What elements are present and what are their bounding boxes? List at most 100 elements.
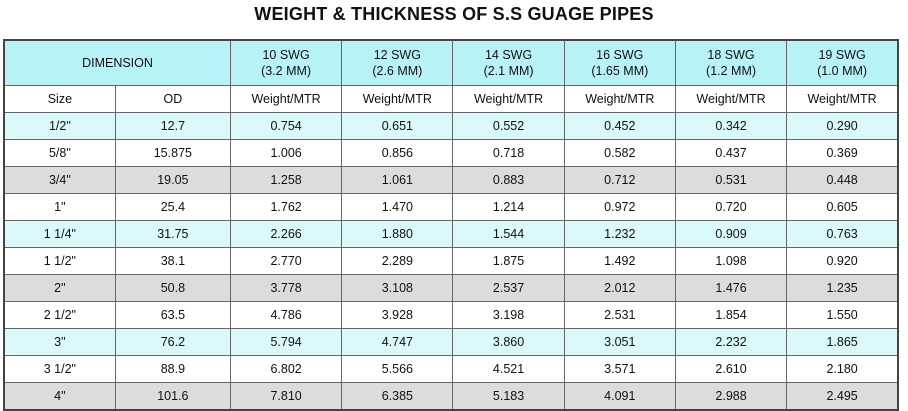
od-cell: 38.1 xyxy=(114,247,231,275)
size-cell: 1" xyxy=(3,193,116,221)
table-row: 1" 25.4 1.762 1.470 1.214 0.972 0.720 0.605 xyxy=(3,193,899,221)
gauge-mm: (1.2 MM) xyxy=(706,64,757,78)
weight-cell: 1.854 xyxy=(674,301,788,329)
weight-cell: 1.865 xyxy=(786,328,899,356)
weight-cell: 1.235 xyxy=(786,274,899,302)
weight-cell: 1.544 xyxy=(452,220,565,248)
weight-cell: 2.266 xyxy=(229,220,343,248)
weight-cell: 0.437 xyxy=(674,139,788,167)
weight-cell: 4.747 xyxy=(341,328,454,356)
weight-cell: 3.051 xyxy=(563,328,676,356)
od-cell: 12.7 xyxy=(114,112,231,140)
weight-cell: 1.232 xyxy=(563,220,676,248)
weight-cell: 3.198 xyxy=(452,301,565,329)
weight-cell: 0.763 xyxy=(786,220,899,248)
od-cell: 88.9 xyxy=(114,355,231,383)
weight-cell: 5.566 xyxy=(341,355,454,383)
weight-header: Weight/MTR xyxy=(341,85,454,113)
gauge-swg: 18 SWG xyxy=(707,48,755,62)
weight-cell: 3.860 xyxy=(452,328,565,356)
weight-cell: 0.369 xyxy=(786,139,899,167)
weight-cell: 0.605 xyxy=(786,193,899,221)
table-row: 3 1/2" 88.9 6.802 5.566 4.521 3.571 2.610 2.180 xyxy=(3,355,899,383)
table-row: 2" 50.8 3.778 3.108 2.537 2.012 1.476 1.235 xyxy=(3,274,899,302)
weight-cell: 0.712 xyxy=(563,166,676,194)
weight-cell: 6.385 xyxy=(341,382,454,411)
od-cell: 31.75 xyxy=(114,220,231,248)
weight-cell: 1.875 xyxy=(452,247,565,275)
weight-cell: 0.972 xyxy=(563,193,676,221)
od-cell: 15.875 xyxy=(114,139,231,167)
size-cell: 1 1/2" xyxy=(3,247,116,275)
weight-cell: 1.214 xyxy=(452,193,565,221)
gauge-swg: 10 SWG xyxy=(262,48,310,62)
weight-cell: 4.786 xyxy=(229,301,343,329)
weight-cell: 0.452 xyxy=(563,112,676,140)
weight-cell: 0.856 xyxy=(341,139,454,167)
weight-cell: 2.770 xyxy=(229,247,343,275)
dimension-header: DIMENSION xyxy=(3,39,231,86)
weight-cell: 3.571 xyxy=(563,355,676,383)
weight-cell: 0.582 xyxy=(563,139,676,167)
table-row: 3" 76.2 5.794 4.747 3.860 3.051 2.232 1.865 xyxy=(3,328,899,356)
size-cell: 3" xyxy=(3,328,116,356)
gauge-header: 16 SWG (1.65 MM) xyxy=(563,39,676,86)
weight-cell: 0.342 xyxy=(674,112,788,140)
gauge-header: 19 SWG (1.0 MM) xyxy=(786,39,899,86)
weight-cell: 3.778 xyxy=(229,274,343,302)
size-cell: 3 1/2" xyxy=(3,355,116,383)
header-row-units: Size OD Weight/MTR Weight/MTR Weight/MTR… xyxy=(3,85,899,113)
weight-cell: 0.909 xyxy=(674,220,788,248)
weight-cell: 0.920 xyxy=(786,247,899,275)
weight-cell: 5.794 xyxy=(229,328,343,356)
size-cell: 1 1/4" xyxy=(3,220,116,248)
gauge-mm: (1.0 MM) xyxy=(817,64,868,78)
weight-cell: 1.880 xyxy=(341,220,454,248)
weight-cell: 1.550 xyxy=(786,301,899,329)
weight-cell: 0.448 xyxy=(786,166,899,194)
weight-cell: 0.754 xyxy=(229,112,343,140)
weight-cell: 2.289 xyxy=(341,247,454,275)
table-row: 3/4" 19.05 1.258 1.061 0.883 0.712 0.531 0.448 xyxy=(3,166,899,194)
gauge-swg: 16 SWG xyxy=(596,48,644,62)
od-cell: 63.5 xyxy=(114,301,231,329)
weight-cell: 4.521 xyxy=(452,355,565,383)
weight-cell: 1.098 xyxy=(674,247,788,275)
weight-cell: 1.061 xyxy=(341,166,454,194)
od-cell: 76.2 xyxy=(114,328,231,356)
weight-cell: 1.258 xyxy=(229,166,343,194)
weight-cell: 1.470 xyxy=(341,193,454,221)
size-header: Size xyxy=(3,85,116,113)
gauge-mm: (2.6 MM) xyxy=(372,64,423,78)
weight-cell: 0.290 xyxy=(786,112,899,140)
gauge-mm: (3.2 MM) xyxy=(261,64,312,78)
table-row: 2 1/2" 63.5 4.786 3.928 3.198 2.531 1.854 1.550 xyxy=(3,301,899,329)
weight-cell: 1.762 xyxy=(229,193,343,221)
weight-cell: 2.537 xyxy=(452,274,565,302)
gauge-swg: 19 SWG xyxy=(818,48,866,62)
weight-cell: 6.802 xyxy=(229,355,343,383)
weight-cell: 2.012 xyxy=(563,274,676,302)
weight-cell: 0.883 xyxy=(452,166,565,194)
gauge-mm: (1.65 MM) xyxy=(591,64,649,78)
weight-cell: 2.180 xyxy=(786,355,899,383)
weight-cell: 0.651 xyxy=(341,112,454,140)
weight-cell: 1.476 xyxy=(674,274,788,302)
weight-header: Weight/MTR xyxy=(674,85,788,113)
weight-header: Weight/MTR xyxy=(786,85,899,113)
size-cell: 2 1/2" xyxy=(3,301,116,329)
weight-cell: 2.610 xyxy=(674,355,788,383)
table-row: 1 1/2" 38.1 2.770 2.289 1.875 1.492 1.098 0.920 xyxy=(3,247,899,275)
od-cell: 19.05 xyxy=(114,166,231,194)
weight-cell: 3.928 xyxy=(341,301,454,329)
weight-cell: 1.006 xyxy=(229,139,343,167)
weight-cell: 0.531 xyxy=(674,166,788,194)
table-row: 5/8" 15.875 1.006 0.856 0.718 0.582 0.437 0.369 xyxy=(3,139,899,167)
weight-cell: 4.091 xyxy=(563,382,676,411)
weight-cell: 0.552 xyxy=(452,112,565,140)
size-cell: 1/2" xyxy=(3,112,116,140)
table-row: 1/2" 12.7 0.754 0.651 0.552 0.452 0.342 0.290 xyxy=(3,112,899,140)
weight-cell: 2.531 xyxy=(563,301,676,329)
weight-cell: 0.718 xyxy=(452,139,565,167)
gauge-header: 18 SWG (1.2 MM) xyxy=(674,39,788,86)
